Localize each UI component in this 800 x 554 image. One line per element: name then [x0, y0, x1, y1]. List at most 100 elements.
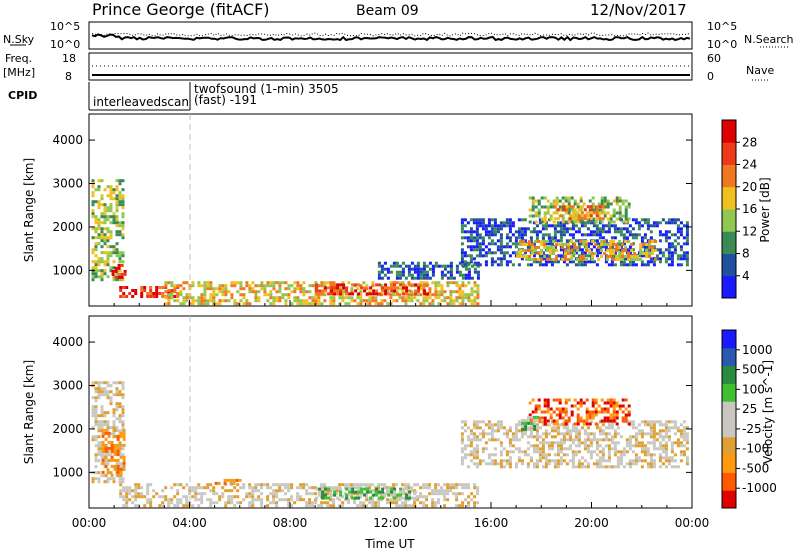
- heatmap-cell: [550, 435, 554, 439]
- heatmap-cell: [97, 257, 101, 261]
- heatmap-cell: [538, 456, 542, 460]
- heatmap-cell: [661, 435, 665, 439]
- heatmap-cell: [398, 264, 402, 268]
- heatmap-cell: [467, 270, 471, 274]
- heatmap-cell: [573, 252, 577, 255]
- heatmap-cell: [393, 283, 397, 287]
- heatmap-cell: [561, 196, 565, 200]
- heatmap-cell: [206, 302, 210, 306]
- heatmap-cell: [528, 413, 532, 417]
- heatmap-cell: [472, 423, 476, 427]
- heatmap-cell: [410, 489, 414, 493]
- heatmap-cell: [248, 284, 252, 288]
- heatmap-cell: [601, 217, 605, 221]
- heatmap-cell: [389, 270, 393, 274]
- heatmap-cell: [109, 230, 113, 234]
- heatmap-cell: [404, 498, 408, 502]
- heatmap-cell: [212, 293, 216, 297]
- heatmap-cell: [380, 492, 384, 496]
- heatmap-cell: [558, 208, 562, 212]
- heatmap-cell: [242, 302, 246, 306]
- heatmap-cell: [505, 221, 509, 225]
- heatmap-cell: [505, 453, 509, 457]
- heatmap-cell: [341, 299, 345, 303]
- heatmap-cell: [558, 205, 562, 209]
- heatmap-cell: [91, 405, 95, 409]
- heatmap-cell: [633, 252, 637, 255]
- heatmap-cell: [631, 260, 635, 264]
- heatmap-cell: [251, 486, 255, 490]
- heatmap-cell: [541, 251, 545, 255]
- heatmap-cell: [103, 453, 107, 457]
- heatmap-cell: [583, 208, 587, 212]
- heatmap-cell: [472, 248, 476, 252]
- heatmap-cell: [94, 465, 98, 469]
- heatmap-cell: [116, 443, 120, 447]
- heatmap-cell: [618, 407, 622, 411]
- heatmap-cell: [589, 441, 593, 445]
- heatmap-cell: [143, 504, 147, 508]
- heatmap-cell: [161, 504, 165, 508]
- heatmap-cell: [97, 426, 101, 430]
- heatmap-cell: [556, 465, 560, 469]
- heatmap-cell: [682, 236, 686, 240]
- heatmap-cell: [595, 263, 599, 267]
- heatmap-cell: [254, 498, 258, 502]
- heatmap-cell: [97, 387, 101, 391]
- heatmap-cell: [583, 444, 587, 448]
- heatmap-cell: [103, 480, 107, 484]
- heatmap-cell: [561, 416, 565, 420]
- heatmap-cell: [230, 281, 234, 285]
- heatmap-cell: [634, 221, 638, 225]
- heatmap-cell: [475, 462, 479, 466]
- heatmap-cell: [555, 211, 559, 215]
- heatmap-cell: [233, 504, 237, 508]
- heatmap-cell: [275, 290, 279, 294]
- heatmap-cell: [537, 199, 541, 203]
- heatmap-cell: [508, 462, 512, 466]
- heatmap-cell: [679, 429, 683, 433]
- heatmap-cell: [525, 243, 529, 246]
- heatmap-cell: [191, 284, 195, 288]
- heatmap-cell: [121, 381, 125, 385]
- heatmap-cell: [624, 419, 628, 423]
- heatmap-cell: [673, 239, 677, 243]
- heatmap-cell: [616, 441, 620, 445]
- heatmap-cell: [100, 420, 104, 424]
- heatmap-cell: [375, 490, 379, 494]
- heatmap-cell: [302, 299, 306, 303]
- heatmap-cell: [106, 462, 110, 466]
- heatmap-cell: [260, 501, 264, 505]
- heatmap-cell: [103, 206, 107, 210]
- heatmap-cell: [290, 302, 294, 306]
- heatmap-cell: [571, 214, 575, 218]
- heatmap-cell: [531, 243, 535, 246]
- heatmap-cell: [413, 264, 417, 268]
- heatmap-cell: [595, 211, 599, 215]
- heatmap-cell: [661, 456, 665, 460]
- heatmap-cell: [122, 467, 126, 471]
- heatmap-cell: [363, 487, 367, 491]
- heatmap-cell: [540, 258, 544, 261]
- colorbar-swatch: [722, 164, 736, 188]
- heatmap-cell: [478, 438, 482, 442]
- heatmap-cell: [191, 299, 195, 303]
- heatmap-cell: [305, 302, 309, 306]
- heatmap-cell: [651, 249, 655, 252]
- heatmap-cell: [598, 251, 602, 255]
- heatmap-cell: [639, 243, 643, 246]
- heatmap-cell: [287, 489, 291, 493]
- heatmap-cell: [579, 258, 583, 261]
- heatmap-cell: [646, 248, 650, 252]
- heatmap-cell: [164, 286, 168, 289]
- heatmap-cell: [517, 230, 521, 234]
- heatmap-cell: [648, 255, 652, 258]
- heatmap-cell: [305, 489, 309, 493]
- heatmap-cell: [324, 493, 328, 497]
- heatmap-cell: [553, 441, 557, 445]
- heatmap-cell: [254, 293, 258, 297]
- heatmap-cell: [466, 245, 470, 249]
- heatmap-cell: [119, 470, 123, 474]
- heatmap-cell: [254, 299, 258, 303]
- heatmap-cell: [627, 240, 631, 243]
